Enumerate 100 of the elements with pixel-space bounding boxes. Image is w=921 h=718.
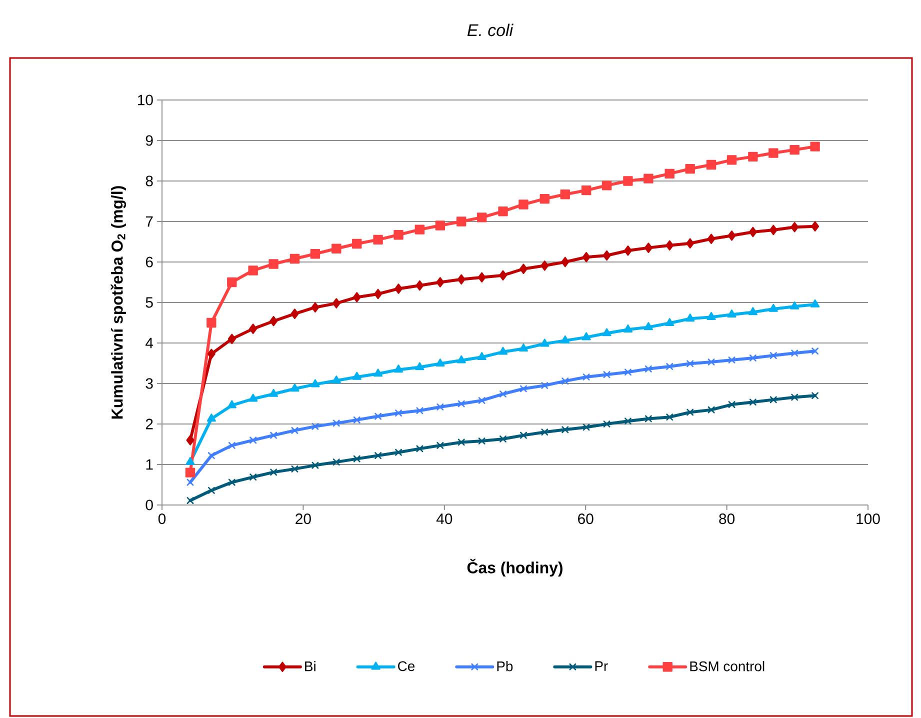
point bbox=[749, 354, 756, 362]
line-series bbox=[186, 348, 819, 486]
point bbox=[374, 452, 382, 460]
point bbox=[478, 438, 486, 444]
point bbox=[560, 189, 570, 200]
point bbox=[415, 362, 424, 370]
y-tick-label: 6 bbox=[146, 256, 153, 268]
point bbox=[186, 497, 194, 504]
point bbox=[291, 465, 298, 472]
point bbox=[458, 400, 465, 408]
point bbox=[520, 385, 527, 392]
legend-label: Ce bbox=[398, 661, 415, 672]
point bbox=[582, 332, 591, 340]
point bbox=[270, 432, 278, 439]
point bbox=[790, 144, 800, 155]
point bbox=[478, 397, 486, 404]
point bbox=[332, 420, 340, 427]
point bbox=[644, 365, 652, 372]
point bbox=[602, 250, 611, 261]
point bbox=[332, 298, 340, 308]
point bbox=[790, 301, 800, 310]
point bbox=[436, 277, 444, 288]
y-tick-label: 0 bbox=[146, 500, 153, 510]
point bbox=[768, 148, 778, 158]
x-tick-label: 60 bbox=[578, 514, 594, 524]
point bbox=[374, 412, 382, 420]
point bbox=[666, 414, 674, 421]
point bbox=[352, 238, 362, 249]
point bbox=[498, 346, 508, 355]
point bbox=[477, 352, 486, 360]
point bbox=[582, 374, 590, 380]
y-tick-label: 7 bbox=[146, 216, 153, 227]
point bbox=[290, 384, 300, 392]
point bbox=[206, 318, 216, 328]
point bbox=[726, 155, 737, 165]
point bbox=[500, 435, 506, 442]
point bbox=[644, 415, 652, 422]
point bbox=[728, 401, 736, 408]
point bbox=[602, 180, 612, 190]
point bbox=[248, 266, 258, 276]
point bbox=[312, 422, 319, 430]
point bbox=[186, 435, 194, 446]
point bbox=[208, 486, 215, 494]
point bbox=[707, 234, 716, 244]
point bbox=[623, 176, 633, 186]
y-axis-title: Kumulativní spotřeba O$_{2}$ (mg/l) bbox=[110, 186, 126, 419]
point bbox=[498, 206, 508, 216]
point bbox=[728, 356, 736, 364]
point bbox=[582, 424, 590, 431]
point bbox=[624, 245, 632, 256]
point bbox=[373, 234, 383, 245]
point bbox=[416, 280, 424, 291]
point bbox=[748, 152, 758, 162]
point bbox=[312, 462, 319, 469]
y-tick-label: 3 bbox=[146, 378, 153, 389]
y-tick-label: 4 bbox=[146, 338, 154, 348]
point bbox=[810, 142, 820, 152]
point bbox=[332, 458, 340, 466]
point bbox=[395, 448, 402, 456]
point bbox=[602, 328, 612, 336]
point bbox=[644, 322, 653, 330]
point bbox=[706, 312, 716, 320]
point bbox=[811, 221, 820, 232]
point bbox=[185, 468, 196, 478]
point bbox=[624, 368, 632, 376]
point bbox=[250, 436, 257, 444]
point bbox=[769, 224, 778, 236]
point bbox=[520, 432, 527, 439]
point bbox=[686, 238, 694, 249]
x-axis-title: Čas (hodiny) bbox=[467, 558, 562, 577]
point bbox=[456, 216, 466, 226]
point bbox=[416, 407, 424, 414]
point bbox=[562, 378, 569, 385]
point bbox=[665, 318, 674, 326]
point bbox=[353, 455, 360, 462]
point bbox=[353, 416, 360, 424]
point bbox=[812, 392, 819, 400]
point bbox=[352, 292, 361, 302]
chart-title: E. coli bbox=[467, 24, 514, 36]
point bbox=[686, 408, 694, 416]
point bbox=[686, 360, 694, 368]
point bbox=[206, 414, 216, 422]
point bbox=[228, 334, 236, 344]
point bbox=[227, 400, 236, 408]
x-tick-label: 40 bbox=[436, 514, 452, 524]
point bbox=[332, 376, 341, 384]
line-series bbox=[186, 392, 819, 504]
point bbox=[436, 358, 445, 367]
point bbox=[685, 164, 695, 174]
point bbox=[394, 364, 404, 373]
x-tick-label: 80 bbox=[719, 514, 735, 524]
point bbox=[269, 388, 278, 397]
point bbox=[500, 390, 506, 398]
point bbox=[518, 344, 528, 352]
point bbox=[560, 335, 570, 344]
point bbox=[770, 396, 777, 404]
point bbox=[498, 270, 508, 280]
legend-label: BSM control bbox=[690, 661, 764, 672]
point bbox=[582, 252, 590, 262]
point bbox=[311, 302, 320, 312]
